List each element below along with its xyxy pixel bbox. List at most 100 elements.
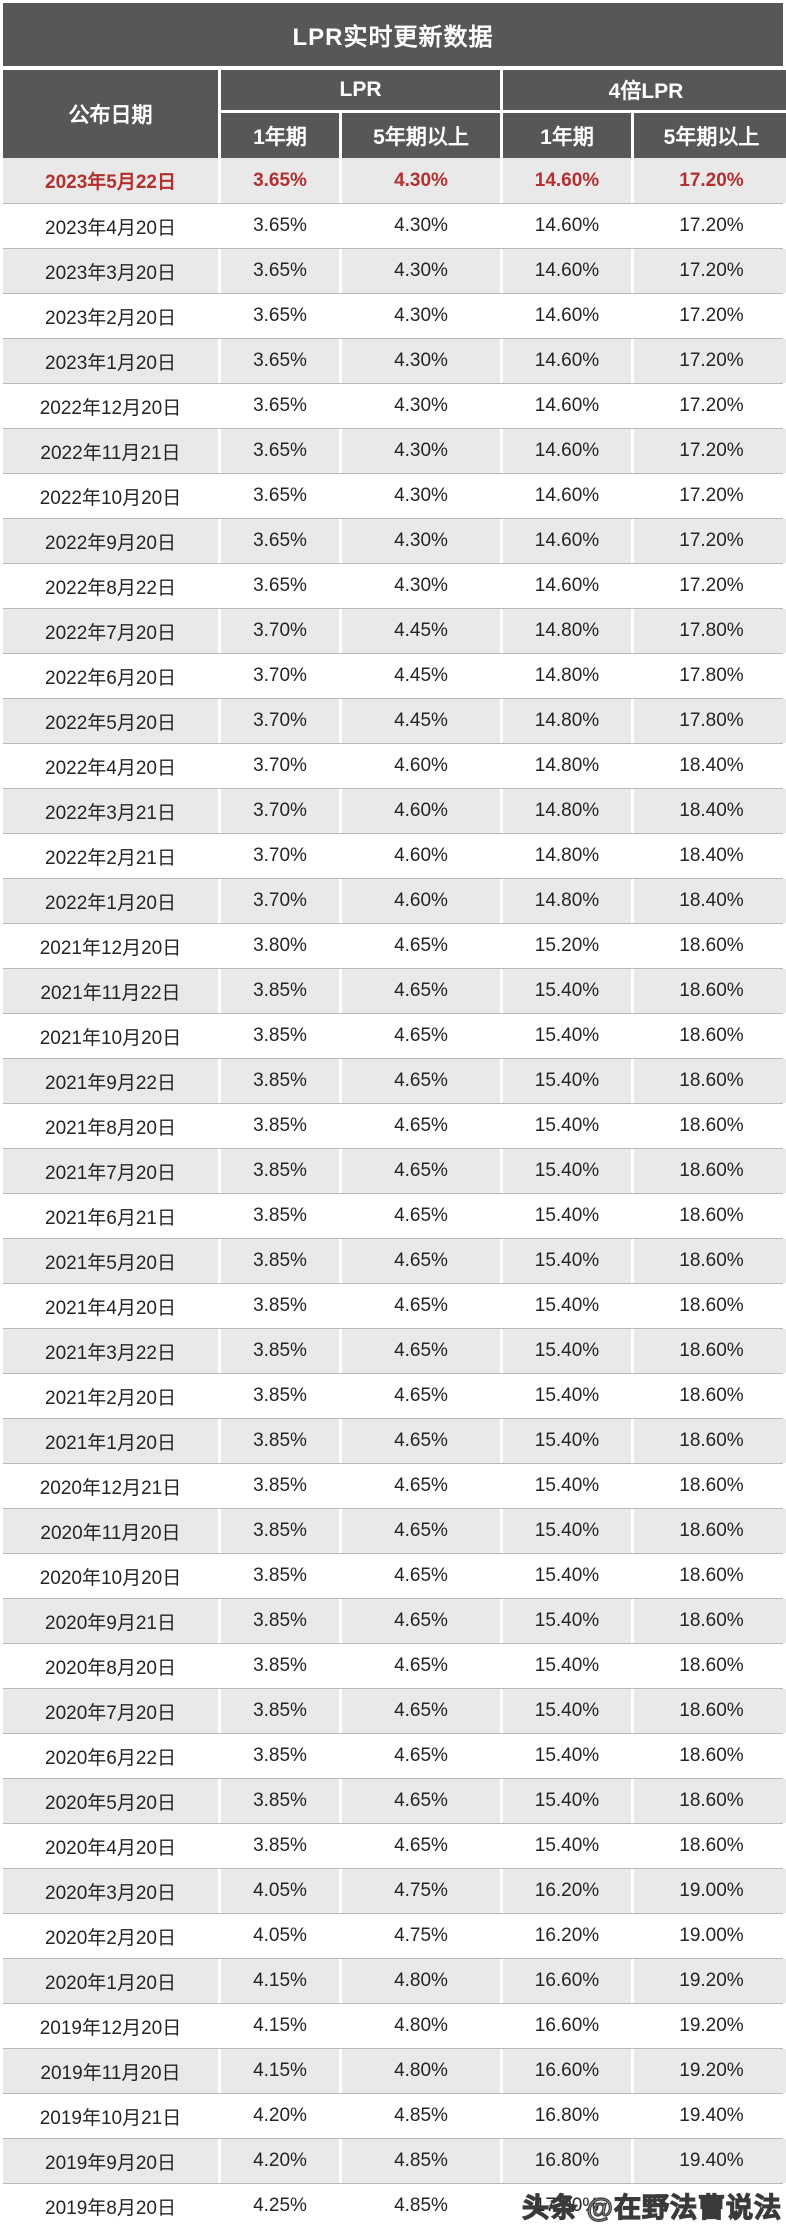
cell-lpr-1y: 3.65% — [221, 564, 339, 608]
cell-publish-date: 2022年5月20日 — [3, 699, 218, 743]
cell-lpr-5y: 4.65% — [342, 1149, 500, 1193]
cell-lpr4x-1y: 15.40% — [503, 1149, 631, 1193]
cell-lpr4x-1y: 15.40% — [503, 1374, 631, 1418]
cell-lpr4x-5y: 18.60% — [634, 1419, 786, 1463]
cell-lpr-1y: 3.85% — [221, 1689, 339, 1733]
table-row: 2020年9月21日 3.85% 4.65% 15.40% 18.60% — [3, 1598, 786, 1643]
cell-lpr4x-1y: 14.80% — [503, 609, 631, 653]
cell-publish-date: 2023年5月22日 — [3, 158, 218, 203]
page-title: LPR实时更新数据 — [292, 24, 494, 51]
cell-lpr-1y: 3.85% — [221, 1194, 339, 1238]
column-header-4x-lpr-1y: 1年期 — [503, 113, 631, 158]
table-row: 2020年3月20日 4.05% 4.75% 16.20% 19.00% — [3, 1868, 786, 1913]
cell-lpr-1y: 4.15% — [221, 1959, 339, 2003]
cell-publish-date: 2021年7月20日 — [3, 1149, 218, 1193]
cell-lpr4x-1y: 16.60% — [503, 1959, 631, 2003]
cell-lpr-1y: 3.85% — [221, 1104, 339, 1148]
cell-lpr-5y: 4.45% — [342, 699, 500, 743]
cell-lpr-1y: 3.65% — [221, 429, 339, 473]
cell-lpr-5y: 4.30% — [342, 519, 500, 563]
table-row: 2023年4月20日 3.65% 4.30% 14.60% 17.20% — [3, 203, 786, 248]
cell-lpr4x-5y: 18.40% — [634, 834, 786, 878]
cell-lpr4x-5y: 17.20% — [634, 429, 786, 473]
cell-lpr4x-5y: 18.60% — [634, 1104, 786, 1148]
cell-lpr-5y: 4.30% — [342, 429, 500, 473]
cell-publish-date: 2023年2月20日 — [3, 294, 218, 338]
cell-lpr4x-1y: 15.40% — [503, 1194, 631, 1238]
table-row: 2023年5月22日 3.65% 4.30% 14.60% 17.20% — [3, 158, 786, 203]
cell-lpr-5y: 4.75% — [342, 1914, 500, 1958]
cell-lpr-1y: 3.70% — [221, 744, 339, 788]
table-row: 2021年11月22日 3.85% 4.65% 15.40% 18.60% — [3, 968, 786, 1013]
cell-lpr-1y: 3.85% — [221, 1464, 339, 1508]
cell-lpr4x-5y: 18.60% — [634, 1779, 786, 1823]
cell-lpr-1y: 3.70% — [221, 879, 339, 923]
cell-lpr4x-5y: 18.40% — [634, 879, 786, 923]
cell-lpr-1y: 3.65% — [221, 158, 339, 203]
cell-lpr4x-5y: 18.60% — [634, 1014, 786, 1058]
cell-lpr-5y: 4.80% — [342, 2004, 500, 2048]
cell-lpr4x-1y: 16.80% — [503, 2139, 631, 2183]
table-row: 2022年8月22日 3.65% 4.30% 14.60% 17.20% — [3, 563, 786, 608]
cell-lpr4x-5y: 17.20% — [634, 564, 786, 608]
table-row: 2019年10月21日 4.20% 4.85% 16.80% 19.40% — [3, 2093, 786, 2138]
column-header-lpr-1y: 1年期 — [221, 113, 339, 158]
cell-lpr-5y: 4.65% — [342, 1014, 500, 1058]
cell-publish-date: 2020年10月20日 — [3, 1554, 218, 1598]
cell-lpr4x-1y: 15.40% — [503, 1824, 631, 1868]
cell-lpr-5y: 4.65% — [342, 1734, 500, 1778]
table-row: 2020年12月21日 3.85% 4.65% 15.40% 18.60% — [3, 1463, 786, 1508]
table-row: 2021年1月20日 3.85% 4.65% 15.40% 18.60% — [3, 1418, 786, 1463]
cell-lpr4x-1y: 15.40% — [503, 1464, 631, 1508]
cell-lpr-1y: 3.65% — [221, 204, 339, 248]
cell-lpr4x-1y: 16.80% — [503, 2094, 631, 2138]
cell-publish-date: 2020年6月22日 — [3, 1734, 218, 1778]
cell-publish-date: 2021年4月20日 — [3, 1284, 218, 1328]
cell-lpr-5y: 4.60% — [342, 789, 500, 833]
cell-lpr-1y: 3.70% — [221, 609, 339, 653]
cell-lpr4x-5y: 18.60% — [634, 1329, 786, 1373]
table-row: 2022年4月20日 3.70% 4.60% 14.80% 18.40% — [3, 743, 786, 788]
cell-lpr4x-1y: 14.80% — [503, 654, 631, 698]
table-row: 2022年5月20日 3.70% 4.45% 14.80% 17.80% — [3, 698, 786, 743]
cell-lpr4x-5y: 19.40% — [634, 2094, 786, 2138]
cell-lpr-1y: 3.85% — [221, 1059, 339, 1103]
cell-lpr-5y: 4.30% — [342, 564, 500, 608]
cell-lpr4x-5y: 18.60% — [634, 1194, 786, 1238]
cell-lpr-1y: 3.70% — [221, 834, 339, 878]
cell-lpr-5y: 4.65% — [342, 1419, 500, 1463]
cell-lpr4x-1y: 15.40% — [503, 1104, 631, 1148]
table-row: 2021年12月20日 3.80% 4.65% 15.20% 18.60% — [3, 923, 786, 968]
cell-lpr4x-5y: 18.60% — [634, 1689, 786, 1733]
cell-lpr-5y: 4.65% — [342, 924, 500, 968]
cell-lpr-5y: 4.60% — [342, 879, 500, 923]
cell-publish-date: 2022年3月21日 — [3, 789, 218, 833]
table-row: 2021年9月22日 3.85% 4.65% 15.40% 18.60% — [3, 1058, 786, 1103]
cell-publish-date: 2022年1月20日 — [3, 879, 218, 923]
table-row: 2021年6月21日 3.85% 4.65% 15.40% 18.60% — [3, 1193, 786, 1238]
cell-lpr-5y: 4.30% — [342, 384, 500, 428]
cell-lpr4x-1y: 14.80% — [503, 699, 631, 743]
cell-lpr-1y: 4.05% — [221, 1869, 339, 1913]
cell-lpr-1y: 3.70% — [221, 789, 339, 833]
cell-lpr4x-1y: 14.60% — [503, 204, 631, 248]
cell-lpr4x-5y: 18.60% — [634, 1554, 786, 1598]
cell-lpr4x-5y: 19.20% — [634, 2004, 786, 2048]
cell-lpr4x-5y: 17.80% — [634, 609, 786, 653]
cell-publish-date: 2022年11月21日 — [3, 429, 218, 473]
cell-lpr-1y: 3.65% — [221, 339, 339, 383]
cell-lpr4x-1y: 15.40% — [503, 1779, 631, 1823]
table-title-bar: LPR实时更新数据 — [3, 3, 783, 66]
cell-lpr4x-1y: 15.20% — [503, 924, 631, 968]
table-row: 2022年6月20日 3.70% 4.45% 14.80% 17.80% — [3, 653, 786, 698]
cell-lpr-5y: 4.30% — [342, 249, 500, 293]
table-row: 2020年4月20日 3.85% 4.65% 15.40% 18.60% — [3, 1823, 786, 1868]
cell-publish-date: 2021年5月20日 — [3, 1239, 218, 1283]
cell-publish-date: 2023年4月20日 — [3, 204, 218, 248]
cell-lpr-1y: 4.15% — [221, 2004, 339, 2048]
table-row: 2022年3月21日 3.70% 4.60% 14.80% 18.40% — [3, 788, 786, 833]
cell-lpr-5y: 4.65% — [342, 1284, 500, 1328]
cell-lpr4x-5y: 18.60% — [634, 924, 786, 968]
cell-lpr4x-5y: 17.20% — [634, 249, 786, 293]
